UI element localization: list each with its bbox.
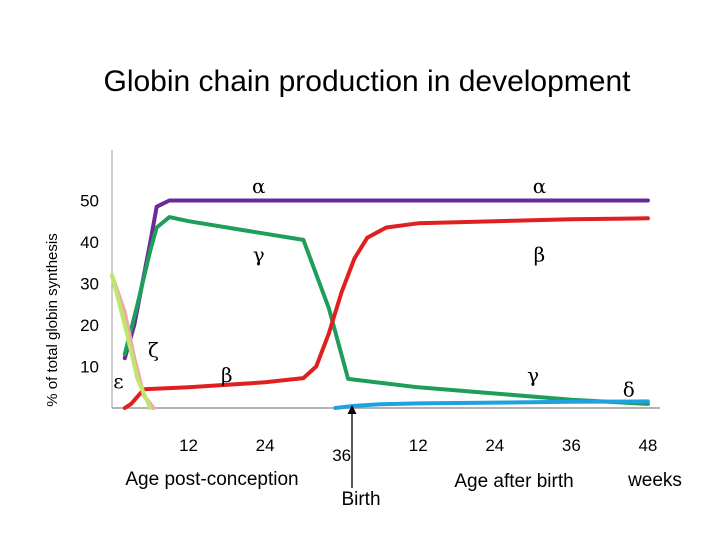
series-line-beta <box>122 216 650 410</box>
y-tick-label-40: 40 <box>80 233 99 252</box>
x-tick-label-1: 24 <box>256 436 275 455</box>
series-line-delta <box>333 399 650 410</box>
series-line-epsilon <box>110 273 153 410</box>
series-label-beta-6: β <box>221 363 233 387</box>
series-label-beta-3: β <box>534 242 546 266</box>
series-label-alpha-1: α <box>533 174 547 198</box>
series-label-alpha-0: α <box>252 174 266 198</box>
series-lines <box>110 198 650 410</box>
series-line-gamma <box>122 215 650 406</box>
x-axis-label-post-conception: Age post-conception <box>125 469 298 490</box>
birth-arrow-head <box>347 405 357 414</box>
y-tick-label-20: 20 <box>80 316 99 335</box>
x-axis-label-after-birth: Age after birth <box>454 471 573 492</box>
chart-title: Globin chain production in development <box>103 65 631 98</box>
x-tick-label-6: 48 <box>638 436 657 455</box>
birth-label: Birth <box>341 489 380 510</box>
y-tick-label-50: 50 <box>80 192 99 211</box>
x-tick-labels: 12 24 36 12 24 36 48 <box>179 436 657 465</box>
series-label-zeta-4: ζ <box>148 338 159 362</box>
series-label-gamma-2: γ <box>253 242 265 266</box>
x-tick-label-5: 36 <box>562 436 581 455</box>
series-label-gamma-7: γ <box>527 363 539 387</box>
y-tick-labels: 10 20 30 40 50 <box>80 192 99 377</box>
series-label-delta-8: δ <box>623 377 635 401</box>
x-tick-label-2: 36 <box>332 446 351 465</box>
x-tick-label-0: 12 <box>179 436 198 455</box>
y-axis-label: % of total globin synthesis <box>44 233 61 406</box>
series-labels: α α γ β ζ ε β γ δ <box>113 174 635 401</box>
x-tick-label-4: 24 <box>485 436 504 455</box>
x-axis-unit-label: weeks <box>627 470 682 491</box>
x-tick-label-3: 12 <box>409 436 428 455</box>
y-tick-label-30: 30 <box>80 275 99 294</box>
y-tick-label-10: 10 <box>80 358 99 377</box>
series-label-epsilon-5: ε <box>113 369 123 393</box>
